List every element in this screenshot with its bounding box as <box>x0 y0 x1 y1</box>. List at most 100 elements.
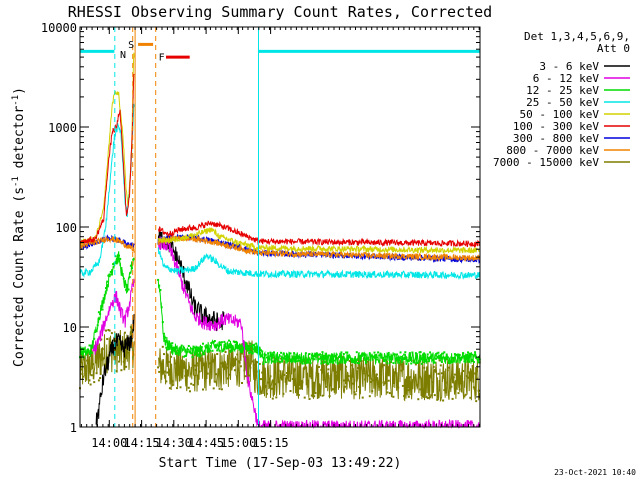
series-dot-c7000_15000 <box>475 400 478 403</box>
series-dot-c12_25 <box>241 351 243 354</box>
series-dot-c7000_15000 <box>317 366 320 368</box>
series-dot-c12_25 <box>107 274 110 277</box>
series-dot-c12_25 <box>297 359 300 362</box>
series-dot-c7000_15000 <box>310 394 313 397</box>
series-dot-c12_25 <box>263 353 266 356</box>
series-dot-c7000_15000 <box>429 396 432 399</box>
series-dot-c12_25 <box>474 351 477 354</box>
series-dot-c12_25 <box>336 362 339 365</box>
series-dot-c12_25 <box>422 354 424 357</box>
series-dot-c7000_15000 <box>321 394 324 397</box>
series-dot-c7000_15000 <box>112 339 115 342</box>
series-dot-c12_25 <box>443 351 446 354</box>
series-dot-c12_25 <box>362 353 365 356</box>
series-dot-c12_25 <box>278 360 281 363</box>
series-dot-c12_25 <box>326 362 329 365</box>
series-dot-c7000_15000 <box>327 368 330 371</box>
series-dot-c7000_15000 <box>427 396 430 399</box>
series-dot-c12_25 <box>288 355 291 358</box>
series-dots-c7000_15000 <box>79 326 481 403</box>
series-dot-c7000_15000 <box>425 395 428 398</box>
series-dot-c7000_15000 <box>239 365 242 368</box>
series-dot-c12_25 <box>444 356 447 359</box>
series-dot-c12_25 <box>317 353 320 356</box>
series-dot-c7000_15000 <box>224 351 227 353</box>
y-tick-label-0: 1 <box>70 421 77 435</box>
series-dot-c7000_15000 <box>295 387 298 390</box>
series-dot-c12_25 <box>97 311 100 314</box>
series-dot-c12_25 <box>449 361 452 364</box>
series-dot-c7000_15000 <box>247 358 249 361</box>
series-dot-c12_25 <box>310 357 313 360</box>
series-dot-c7000_15000 <box>179 386 182 389</box>
series-dot-c12_25 <box>393 353 396 356</box>
series-line-c100_300 <box>79 73 481 249</box>
series-dot-c7000_15000 <box>122 360 125 363</box>
series-dot-c7000_15000 <box>403 395 406 397</box>
series-dot-c12_25 <box>123 280 126 283</box>
series-dot-c12_25 <box>236 346 239 349</box>
series-dot-c12_25 <box>450 356 453 359</box>
series-dot-c7000_15000 <box>238 361 241 364</box>
series-dot-c7000_15000 <box>164 370 167 373</box>
series-dot-c12_25 <box>108 275 111 278</box>
series-dot-c12_25 <box>437 351 440 354</box>
series-dot-c12_25 <box>192 345 195 348</box>
series-dot-c12_25 <box>429 351 432 354</box>
series-dot-c12_25 <box>125 288 128 291</box>
series-dot-c12_25 <box>93 337 96 340</box>
series-dot-c12_25 <box>129 264 132 267</box>
x-tick-label-5: 15:15 <box>253 436 289 450</box>
series-dot-c7000_15000 <box>362 372 365 375</box>
series-dot-c12_25 <box>212 341 215 344</box>
series-dot-c12_25 <box>202 342 204 345</box>
series-dot-c12_25 <box>357 362 359 364</box>
series-dot-c7000_15000 <box>322 374 325 377</box>
series-dot-c12_25 <box>354 361 357 364</box>
series-dot-c12_25 <box>458 354 461 356</box>
series-dot-c12_25 <box>222 349 225 352</box>
series-dot-c7000_15000 <box>92 363 94 366</box>
series-dot-c12_25 <box>381 357 384 359</box>
series-dot-c12_25 <box>157 278 160 281</box>
series-dot-c12_25 <box>235 340 238 343</box>
series-dot-c7000_15000 <box>333 388 336 391</box>
series-dot-c12_25 <box>181 348 184 351</box>
series-dot-c12_25 <box>281 356 284 359</box>
series-dot-c7000_15000 <box>84 377 87 379</box>
series-dot-c7000_15000 <box>202 388 204 391</box>
series-dot-c7000_15000 <box>366 360 369 363</box>
series-dot-c7000_15000 <box>302 360 305 363</box>
series-dot-c7000_15000 <box>308 398 311 400</box>
series-dot-c12_25 <box>439 354 442 357</box>
series-dot-c7000_15000 <box>200 362 203 365</box>
series-dot-c7000_15000 <box>359 367 362 369</box>
series-dot-c12_25 <box>200 346 203 349</box>
series-dot-c12_25 <box>373 351 376 354</box>
series-dot-c12_25 <box>423 352 426 355</box>
series-dot-c12_25 <box>160 306 163 309</box>
series-dot-c7000_15000 <box>236 353 239 356</box>
series-dot-c12_25 <box>378 354 381 357</box>
series-dot-c12_25 <box>404 351 407 354</box>
series-dot-c12_25 <box>420 362 423 365</box>
series-dot-c7000_15000 <box>87 362 90 364</box>
series-dot-c7000_15000 <box>357 367 359 370</box>
series-dot-c7000_15000 <box>115 370 118 373</box>
series-dot-c7000_15000 <box>325 385 327 388</box>
series-dot-c7000_15000 <box>343 385 346 388</box>
series-dot-c12_25 <box>89 350 92 353</box>
series-dot-c7000_15000 <box>378 385 381 388</box>
series-dot-c7000_15000 <box>168 387 171 390</box>
series-dot-c12_25 <box>167 347 170 350</box>
series-dot-c12_25 <box>184 355 187 357</box>
series-dot-c7000_15000 <box>100 338 103 341</box>
series-dot-c12_25 <box>432 361 435 364</box>
series-dot-c12_25 <box>87 350 90 353</box>
series-dot-c12_25 <box>386 362 389 365</box>
series-dot-c7000_15000 <box>385 379 388 382</box>
x-tick-label-0: 14:00 <box>91 436 127 450</box>
flag-label-night: N <box>120 50 126 61</box>
series-dot-c7000_15000 <box>165 380 168 383</box>
